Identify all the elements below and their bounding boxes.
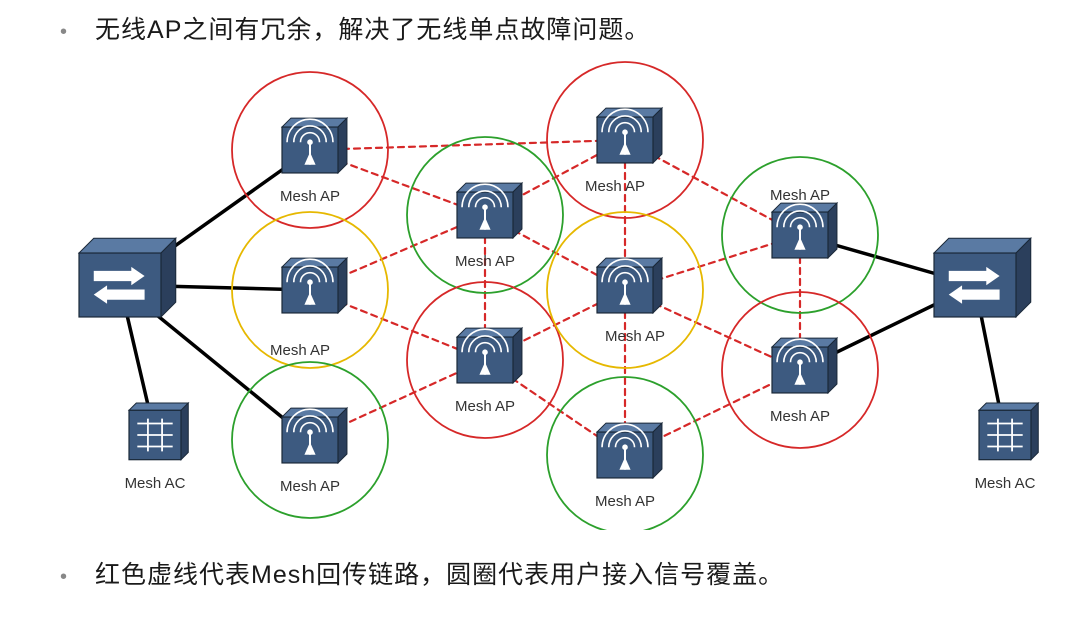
ap-icon [772, 203, 837, 258]
ac-icon [129, 403, 188, 460]
mesh-ap-label: Mesh AP [450, 253, 520, 270]
mesh-diagram: Mesh AP Mesh AP Mesh AP Mesh AP Mesh AP Mesh … [0, 60, 1080, 530]
mesh-ap-label: Mesh AP [275, 188, 345, 205]
bullet-top-row: • 无线AP之间有冗余，解决了无线单点故障问题。 [60, 10, 650, 46]
switch-icon [79, 238, 176, 317]
ap-icon [282, 118, 347, 173]
mesh-ap-label: Mesh AP [590, 493, 660, 510]
bullet-bottom-text: 红色虚线代表Mesh回传链路，圆圈代表用户接入信号覆盖。 [95, 555, 784, 591]
bullet-dot-icon: • [60, 567, 67, 587]
mesh-ap-label: Mesh AP [265, 342, 335, 359]
bullet-dot-icon: • [60, 22, 67, 42]
ac-icon [979, 403, 1038, 460]
ap-icon [457, 183, 522, 238]
ap-icon [772, 338, 837, 393]
mesh-ap-label: Mesh AP [580, 178, 650, 195]
bullet-bottom-row: • 红色虚线代表Mesh回传链路，圆圈代表用户接入信号覆盖。 [60, 555, 784, 591]
switch-icon [934, 238, 1031, 317]
diagram-svg [0, 60, 1080, 530]
mesh-ap-label: Mesh AP [450, 398, 520, 415]
mesh-ap-label: Mesh AP [765, 187, 835, 204]
bullet-top-text: 无线AP之间有冗余，解决了无线单点故障问题。 [95, 10, 650, 46]
mesh-ac-label: Mesh AC [120, 475, 190, 492]
ap-icon [282, 258, 347, 313]
mesh-ac-label: Mesh AC [970, 475, 1040, 492]
ap-icon [597, 423, 662, 478]
ap-icon [597, 258, 662, 313]
mesh-ap-label: Mesh AP [765, 408, 835, 425]
ap-icon [597, 108, 662, 163]
mesh-ap-label: Mesh AP [275, 478, 345, 495]
ap-icon [282, 408, 347, 463]
ap-icon [457, 328, 522, 383]
mesh-ap-label: Mesh AP [600, 328, 670, 345]
